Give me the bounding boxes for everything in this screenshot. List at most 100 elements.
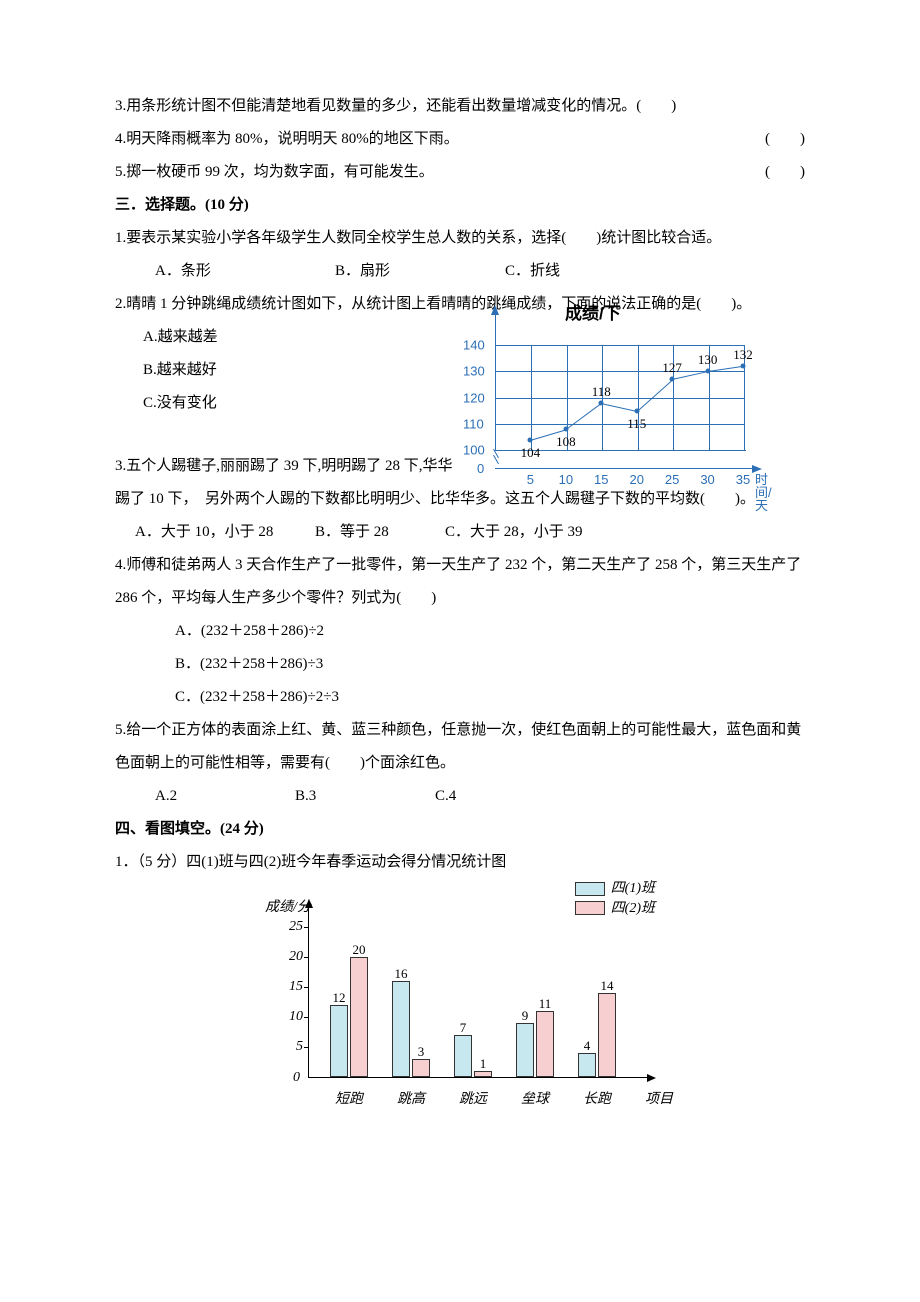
bar-x-arrow-icon [647, 1074, 656, 1082]
x-tick-label: 25 [665, 473, 679, 486]
bar-value-label: 4 [584, 1039, 591, 1052]
q3-1-c: C．折线 [505, 255, 705, 288]
bar-x-axis [308, 1077, 648, 1078]
grid-hline [496, 424, 744, 425]
x-axis-label: 时间/天 [755, 473, 775, 512]
judge-q5: 5.掷一枚硬币 99 次，均为数字面，有可能发生。 ( ) [115, 156, 805, 189]
y-arrow-icon [491, 305, 499, 315]
bar-y-tick-label: 5 [281, 1040, 303, 1054]
legend-swatch-2 [575, 901, 605, 915]
q3-2-c: C.没有变化 [115, 387, 455, 420]
bar-y-tick-label: 15 [281, 980, 303, 994]
y-axis-ext [495, 315, 496, 345]
legend-row-2: 四(2)班 [575, 899, 655, 919]
bar-value-label: 14 [601, 979, 614, 992]
y-tick-label: 110 [463, 417, 484, 430]
q3-2-options: A.越来越差 B.越来越好 C.没有变化 [115, 321, 455, 450]
chart-value-label: 130 [698, 353, 718, 366]
chart-value-label: 132 [733, 348, 753, 361]
x-tick-label: 20 [629, 473, 643, 486]
bar-value-label: 1 [480, 1057, 487, 1070]
chart-value-label: 127 [662, 361, 682, 374]
q3-2-a: A.越来越差 [115, 321, 455, 354]
bar-y-tick-label: 10 [281, 1010, 303, 1024]
line-chart-title: 成绩/下 [565, 295, 621, 332]
judge-q3: 3.用条形统计图不但能清楚地看见数量的多少，还能看出数量增减变化的情况。( ) [115, 90, 805, 123]
x-tick-label: 10 [559, 473, 573, 486]
bar-value-label: 16 [395, 967, 408, 980]
y-tick-label: 100 [463, 444, 485, 457]
bar-chart: 四(1)班 四(2)班 成绩/分 0 项目 5101520251220短跑163… [245, 885, 675, 1115]
chart-point [528, 437, 533, 442]
y-tick-label: 120 [463, 391, 485, 404]
bar-value-label: 7 [460, 1021, 467, 1034]
q3-5-options: A.2 B.3 C.4 [115, 780, 805, 813]
bar-category-label: 短跑 [335, 1085, 363, 1116]
bar-class2 [412, 1059, 430, 1077]
chart-point [741, 364, 746, 369]
bar-class1 [516, 1023, 534, 1077]
bar-category-label: 跳高 [397, 1085, 425, 1116]
bar-class1 [330, 1005, 348, 1077]
q3-5-b: B.3 [295, 780, 435, 813]
chart-point [563, 427, 568, 432]
x-tick-label: 5 [527, 473, 534, 486]
bar-class2 [350, 957, 368, 1077]
q3-2-body: A.越来越差 B.越来越好 C.没有变化 成绩/下 0 时间/天 1001101… [115, 321, 805, 450]
judge-q4-text: 4.明天降雨概率为 80%，说明明天 80%的地区下雨。 [115, 131, 459, 147]
x-tick-label: 15 [594, 473, 608, 486]
judge-q4: 4.明天降雨概率为 80%，说明明天 80%的地区下雨。 ( ) [115, 123, 805, 156]
q3-3-c: C．大于 28，小于 39 [445, 516, 583, 549]
bar-class2 [598, 993, 616, 1077]
bar-class2 [474, 1071, 492, 1077]
x-axis-ext [495, 468, 755, 469]
q3-1-a: A．条形 [155, 255, 335, 288]
chart-point [670, 377, 675, 382]
page: 3.用条形统计图不但能清楚地看见数量的多少，还能看出数量增减变化的情况。( ) … [0, 0, 920, 1302]
q4-1-stem: 1．（5 分）四(1)班与四(2)班今年春季运动会得分情况统计图 [115, 846, 805, 879]
q3-1-stem: 1.要表示某实验小学各年级学生人数同全校学生总人数的关系，选择( )统计图比较合… [115, 222, 805, 255]
chart-point [599, 400, 604, 405]
bar-category-label: 长跑 [583, 1085, 611, 1116]
q3-5-stem: 5.给一个正方体的表面涂上红、黄、蓝三种颜色，任意抛一次，使红色面朝上的可能性最… [115, 714, 805, 780]
q3-4-stem: 4.师傅和徒弟两人 3 天合作生产了一批零件，第一天生产了 232 个，第二天生… [115, 549, 805, 615]
bar-category-label: 垒球 [521, 1085, 549, 1116]
bar-value-label: 11 [539, 997, 552, 1010]
bar-class1 [578, 1053, 596, 1077]
section4-title: 四、看图填空。(24 分) [115, 813, 805, 846]
bar-zero: 0 [293, 1071, 300, 1085]
q3-5-c: C.4 [435, 780, 456, 813]
judge-q5-paren: ( ) [765, 156, 805, 189]
judge-q5-text: 5.掷一枚硬币 99 次，均为数字面，有可能发生。 [115, 164, 434, 180]
bar-y-tick [304, 1047, 308, 1048]
grid-hline [496, 345, 744, 346]
bar-y-tick-label: 25 [281, 920, 303, 934]
q3-3-options: A．大于 10，小于 28 B．等于 28 C．大于 28，小于 39 [115, 516, 805, 549]
grid-vline [531, 345, 532, 450]
y-tick-label: 140 [463, 339, 485, 352]
bar-x-label: 项目 [645, 1085, 673, 1116]
y-zero-label: 0 [477, 462, 484, 475]
grid-vline [638, 345, 639, 450]
bar-chart-wrap: 四(1)班 四(2)班 成绩/分 0 项目 5101520251220短跑163… [115, 885, 805, 1115]
bar-class2 [536, 1011, 554, 1077]
legend-label-1: 四(1)班 [611, 879, 655, 899]
bar-y-tick [304, 927, 308, 928]
chart-point [634, 408, 639, 413]
bar-category-label: 跳远 [459, 1085, 487, 1116]
chart-value-label: 115 [627, 417, 646, 430]
chart-point [705, 369, 710, 374]
grid-hline [496, 398, 744, 399]
bar-y-tick [304, 957, 308, 958]
chart-value-label: 104 [521, 446, 541, 459]
bar-class1 [454, 1035, 472, 1077]
judge-q4-paren: ( ) [765, 123, 805, 156]
bar-chart-legend: 四(1)班 四(2)班 [575, 879, 655, 918]
axis-break-icon [491, 451, 499, 463]
bar-y-tick [304, 987, 308, 988]
bar-y-tick [304, 1017, 308, 1018]
bar-class1 [392, 981, 410, 1077]
q3-3-a: A．大于 10，小于 28 [135, 516, 315, 549]
section3-title: 三．选择题。(10 分) [115, 189, 805, 222]
chart-value-label: 108 [556, 435, 576, 448]
